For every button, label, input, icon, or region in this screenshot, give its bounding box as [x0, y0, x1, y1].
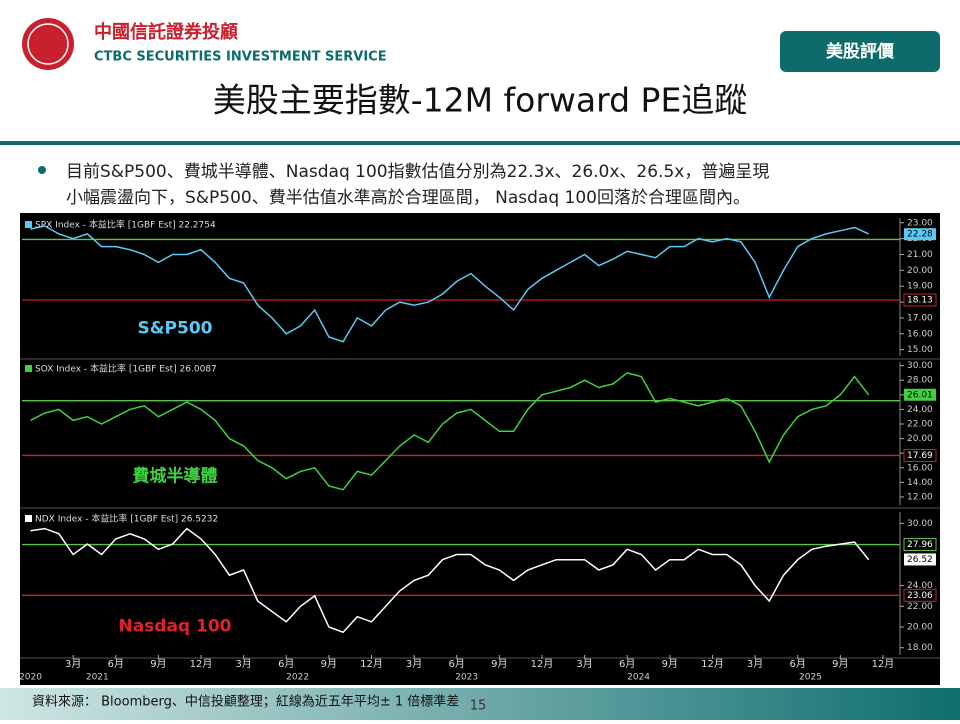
- x-tick-label: 9月: [491, 658, 507, 670]
- footer-bar: [0, 688, 960, 720]
- y-tick-label: 30.00: [907, 519, 933, 529]
- x-year-label: 2021: [86, 673, 109, 683]
- bullet-dot: [38, 166, 46, 174]
- y-tick-label: 22.00: [907, 420, 933, 430]
- x-tick-label: 9月: [150, 658, 166, 670]
- y-tick-label: 22.00: [907, 602, 933, 612]
- bullet-line: 目前S&P500、費城半導體、Nasdaq 100指數估值分別為22.3x、26…: [66, 162, 769, 182]
- legend-swatch: [25, 515, 32, 522]
- y-tick-label: 20.00: [907, 434, 933, 444]
- divider: [0, 141, 960, 145]
- x-year-label: 2023: [455, 673, 478, 683]
- y-tick-label: 21.00: [907, 250, 933, 260]
- y-tick-label: 23.00: [907, 218, 933, 228]
- panel-label: 費城半導體: [133, 465, 218, 486]
- x-tick-label: 3月: [235, 658, 251, 670]
- y-tick-label: 15.00: [907, 345, 933, 355]
- y-tick-label: 17.00: [907, 313, 933, 323]
- badge-text: 美股評價: [826, 41, 895, 62]
- last-value-box: [904, 388, 936, 401]
- reference-label-bg: [903, 588, 937, 602]
- logo-ring: [27, 23, 69, 65]
- title: 美股主要指數-12M forward PE追蹤: [213, 81, 748, 120]
- x-tick-label: 9月: [662, 658, 678, 670]
- chart-bg: [20, 213, 940, 685]
- x-tick-label: 12月: [701, 658, 724, 670]
- x-tick-label: 12月: [872, 658, 895, 670]
- reference-label: 27.96: [907, 540, 933, 550]
- y-tick-label: 24.00: [907, 405, 933, 415]
- last-value-box: [904, 553, 936, 566]
- badge: [780, 31, 940, 72]
- reference-label: 18.13: [907, 296, 933, 306]
- last-value: 22.28: [907, 230, 933, 240]
- reference-label-bg: [903, 293, 937, 307]
- last-value: 26.52: [907, 555, 933, 565]
- y-tick-label: 24.00: [907, 581, 933, 591]
- last-value-box: [904, 228, 936, 241]
- y-tick-label: 16.00: [907, 329, 933, 339]
- legend-text: NDX Index - 本益比率 [1GBF Est] 26.5232: [35, 513, 218, 525]
- reference-label: 23.06: [907, 591, 933, 601]
- x-year-label: 2020: [19, 673, 42, 683]
- x-tick-label: 6月: [449, 658, 465, 670]
- x-tick-label: 6月: [619, 658, 635, 670]
- legend-text: SPX Index - 本益比率 [1GBF Est] 22.2754: [35, 219, 216, 231]
- x-tick-label: 3月: [576, 658, 592, 670]
- panel-label: S&P500: [137, 318, 212, 338]
- legend-swatch: [25, 221, 32, 228]
- x-tick-label: 12月: [531, 658, 554, 670]
- bullet-line: 小幅震盪向下，S&P500、費半估值水準高於合理區間， Nasdaq 100回落…: [66, 188, 750, 208]
- x-tick-label: 9月: [832, 658, 848, 670]
- line-series: [30, 372, 870, 491]
- x-tick-label: 12月: [190, 658, 213, 670]
- last-value: 26.01: [907, 390, 933, 400]
- x-tick-label: 9月: [321, 658, 337, 670]
- y-tick-label: 19.00: [907, 282, 933, 292]
- y-tick-label: 28.00: [907, 376, 933, 386]
- line-series: [30, 225, 870, 343]
- x-tick-label: 6月: [790, 658, 806, 670]
- y-tick-label: 20.00: [907, 623, 933, 633]
- x-tick-label: 3月: [747, 658, 763, 670]
- legend-text: SOX Index - 本益比率 [1GBF Est] 26.0087: [35, 363, 217, 375]
- panel-label: Nasdaq 100: [118, 616, 231, 636]
- legend-swatch: [25, 365, 32, 372]
- y-tick-label: 16.00: [907, 463, 933, 473]
- x-tick-label: 3月: [65, 658, 81, 670]
- line-series: [30, 527, 870, 634]
- y-tick-label: 12.00: [907, 492, 933, 502]
- y-tick-label: 20.00: [907, 266, 933, 276]
- company-en: CTBC SECURITIES INVESTMENT SERVICE: [94, 50, 387, 65]
- x-tick-label: 6月: [108, 658, 124, 670]
- x-tick-label: 3月: [406, 658, 422, 670]
- reference-label-bg: [903, 448, 937, 462]
- reference-label: 17.69: [907, 451, 933, 461]
- reference-label-bg: [903, 538, 937, 552]
- x-year-label: 2024: [627, 673, 650, 683]
- x-tick-label: 6月: [278, 658, 294, 670]
- x-year-label: 2025: [799, 673, 822, 683]
- y-tick-label: 14.00: [907, 478, 933, 488]
- source: 資料來源： Bloomberg、中信投顧整理；紅線為近五年平均± 1 倍標準差: [32, 694, 459, 710]
- y-tick-label: 30.00: [907, 361, 933, 371]
- x-year-label: 2022: [286, 673, 309, 683]
- page-number: 15: [470, 699, 487, 714]
- x-tick-label: 12月: [360, 658, 383, 670]
- company-zh: 中國信託證券投顧: [94, 21, 238, 43]
- y-tick-label: 18.00: [907, 643, 933, 653]
- logo: [22, 18, 74, 70]
